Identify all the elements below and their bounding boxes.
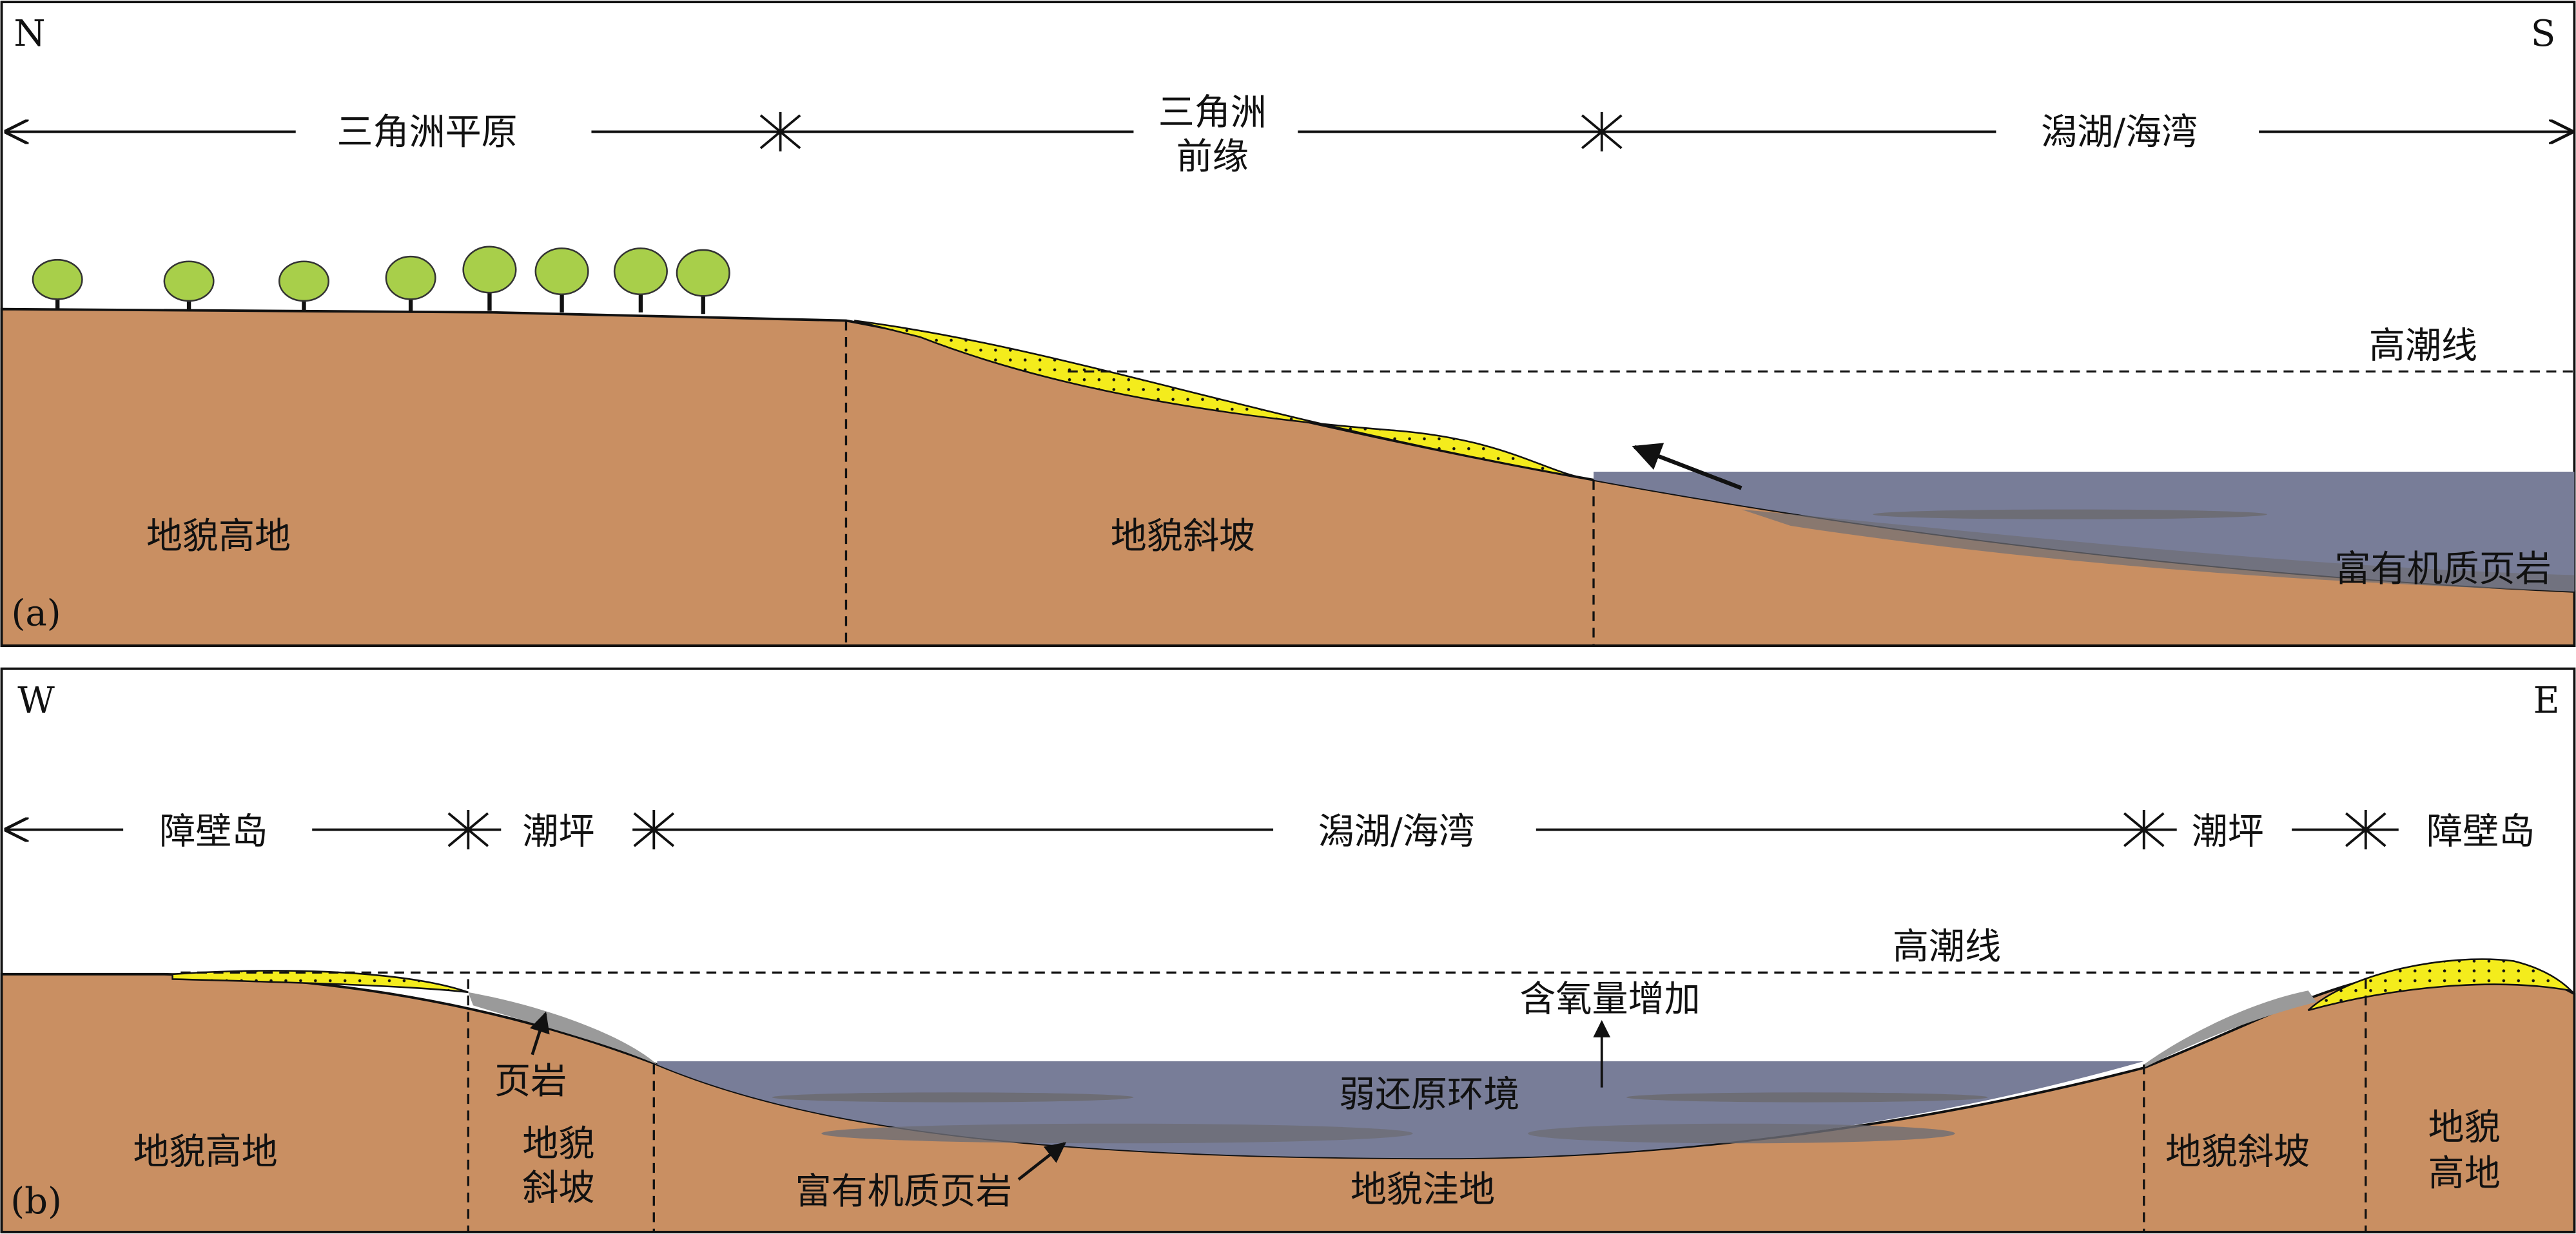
zone-divider xyxy=(447,809,2386,850)
organic-shale-label: 富有机质页岩 xyxy=(795,1171,1012,1213)
zone-label: 潟湖/海湾 xyxy=(2041,111,2198,153)
direction: W xyxy=(17,680,55,722)
trees xyxy=(32,246,730,314)
unit-label: 斜坡 xyxy=(522,1168,594,1210)
unit-label: 地貌高地 xyxy=(146,516,291,557)
shale-lens xyxy=(1528,1123,1955,1144)
oxygen-label: 含氧量增加 xyxy=(1519,979,1700,1021)
water xyxy=(1594,471,2575,592)
zone-label: 前缘 xyxy=(1176,136,1249,178)
direction: N xyxy=(14,13,45,55)
high-tide-label: 高潮线 xyxy=(2369,325,2477,367)
arrow xyxy=(1017,1142,1066,1181)
zone-divider xyxy=(759,111,1623,152)
panel-b: W E 障壁岛 潮坪 潟湖/海湾 潮坪 障壁岛 高潮线 含氧量增加 弱还原环境 … xyxy=(0,667,2576,1233)
panel-label: (b) xyxy=(10,1181,62,1222)
zone-label: 障壁岛 xyxy=(159,811,268,853)
zone-label: 三角洲平原 xyxy=(337,111,517,153)
zone-label: 潟湖/海湾 xyxy=(1318,811,1475,853)
shale-layer xyxy=(1741,509,2575,592)
shale-label: 页岩 xyxy=(494,1061,567,1103)
unit-label: 地貌洼地 xyxy=(1351,1169,1495,1211)
direction: E xyxy=(2533,680,2560,722)
unit-label: 高地 xyxy=(2428,1153,2501,1195)
sand-body xyxy=(171,970,469,994)
arrow xyxy=(1632,443,1742,490)
unit-label: 地貌斜坡 xyxy=(2165,1132,2310,1173)
direction: S xyxy=(2531,13,2555,55)
zone-label: 三角洲 xyxy=(1158,92,1267,133)
shale-lens xyxy=(1873,509,2267,519)
zone-label: 潮坪 xyxy=(522,811,594,853)
shale-lens xyxy=(821,1123,1413,1144)
unit-label: 地貌高地 xyxy=(133,1132,277,1173)
shale-lens xyxy=(772,1092,1134,1103)
zone-label: 障壁岛 xyxy=(2426,811,2535,853)
shale-label: 富有机质页岩 xyxy=(2334,548,2551,590)
zone-label: 潮坪 xyxy=(2192,811,2264,853)
unit-label: 地貌 xyxy=(2428,1106,2501,1148)
shale-slope xyxy=(468,992,658,1065)
shale-slope xyxy=(2143,990,2317,1068)
panel-a: N S 三角洲平原 三角洲 前缘 潟湖/海湾 高潮线 地貌高地 地貌斜坡 富有机… xyxy=(0,1,2576,648)
arrow xyxy=(529,1011,550,1056)
sand-body xyxy=(2307,958,2574,1012)
unit-label: 地貌 xyxy=(522,1123,594,1165)
shale-lens xyxy=(1626,1092,1988,1103)
panel-label: (a) xyxy=(11,593,61,635)
unit-label: 地貌斜坡 xyxy=(1111,516,1255,557)
high-tide-label: 高潮线 xyxy=(1893,926,2001,968)
environment-label: 弱还原环境 xyxy=(1339,1074,1519,1115)
